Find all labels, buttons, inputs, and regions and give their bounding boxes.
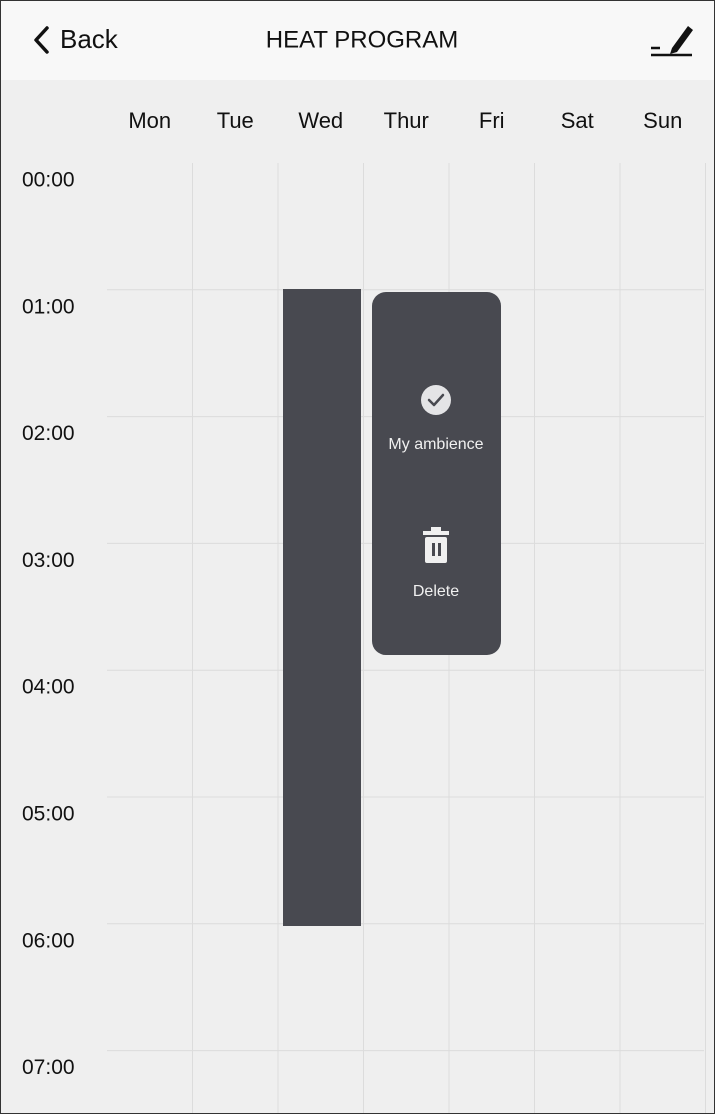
trash-body bbox=[425, 537, 447, 563]
delete-item[interactable]: Delete bbox=[413, 527, 459, 600]
check-mark bbox=[427, 393, 445, 407]
back-label: Back bbox=[60, 24, 119, 54]
day-label: Thur bbox=[384, 108, 429, 133]
header-bar bbox=[0, 0, 715, 80]
edit-button[interactable] bbox=[651, 26, 693, 57]
time-label: 02:00 bbox=[22, 422, 75, 445]
time-label: 00:00 bbox=[22, 169, 75, 192]
grid bbox=[107, 163, 706, 1114]
wed-program-block[interactable] bbox=[283, 289, 361, 926]
day-label: Mon bbox=[128, 108, 171, 133]
trash-slot bbox=[432, 543, 435, 556]
header-title: HEAT PROGRAM bbox=[266, 26, 458, 53]
context-menu: My ambience Delete bbox=[372, 292, 501, 655]
day-label: Sat bbox=[561, 108, 594, 133]
ambience-item[interactable]: My ambience bbox=[388, 385, 484, 453]
day-label: Sun bbox=[643, 108, 682, 133]
time-label: 07:00 bbox=[22, 1056, 75, 1079]
day-label: Fri bbox=[479, 108, 505, 133]
time-label: 06:00 bbox=[22, 929, 75, 952]
delete-label: Delete bbox=[413, 583, 459, 600]
day-label: Wed bbox=[298, 108, 343, 133]
trash-slot bbox=[438, 543, 441, 556]
ambience-label: My ambience bbox=[388, 436, 483, 453]
day-label: Tue bbox=[217, 108, 254, 133]
time-label: 01:00 bbox=[22, 295, 75, 318]
back-button[interactable]: Back bbox=[34, 24, 119, 54]
pencil-icon bbox=[670, 26, 693, 54]
time-label: 04:00 bbox=[22, 676, 75, 699]
back-chevron bbox=[34, 26, 49, 54]
time-label: 03:00 bbox=[22, 549, 75, 572]
menu-panel bbox=[372, 292, 501, 655]
trash-handle bbox=[431, 527, 441, 531]
time-label: 05:00 bbox=[22, 803, 75, 826]
check-icon bbox=[421, 385, 451, 415]
trash-lid bbox=[423, 531, 449, 535]
